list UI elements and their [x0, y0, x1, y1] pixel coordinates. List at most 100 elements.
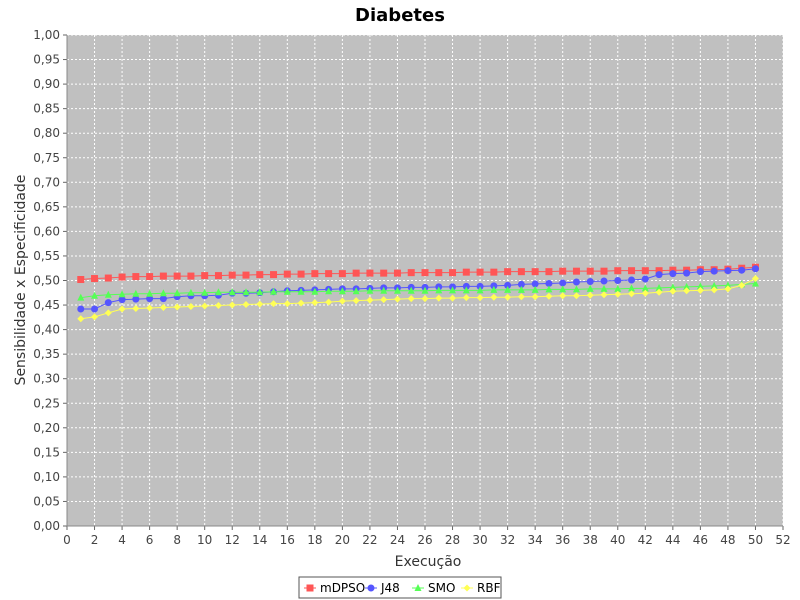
data-point [77, 276, 85, 284]
data-point [435, 294, 443, 302]
data-point [283, 287, 291, 295]
data-point [449, 294, 457, 302]
x-tick-label: 20 [335, 533, 350, 547]
data-point [724, 281, 732, 289]
data-point [270, 287, 278, 295]
y-tick-label: 0,65 [33, 200, 60, 214]
data-point [751, 279, 759, 287]
data-point [683, 282, 691, 290]
data-point [146, 295, 154, 303]
data-point [132, 304, 140, 312]
data-point [146, 289, 154, 297]
data-point [683, 269, 691, 277]
legend-swatch-marker [367, 584, 375, 592]
data-point [531, 280, 539, 288]
data-point [669, 270, 677, 278]
data-point [297, 299, 305, 307]
data-point [104, 309, 112, 317]
x-tick-label: 6 [146, 533, 154, 547]
data-point [187, 303, 195, 311]
x-tick-label: 50 [748, 533, 763, 547]
y-tick-label: 0,25 [33, 396, 60, 410]
y-tick-label: 0,15 [33, 445, 60, 459]
data-point [586, 291, 594, 299]
data-point [545, 268, 553, 276]
data-point [655, 271, 663, 279]
data-point [118, 290, 126, 298]
x-tick-label: 36 [555, 533, 570, 547]
data-point [435, 286, 443, 294]
data-point [710, 286, 718, 294]
data-point [572, 292, 580, 300]
series-layer [77, 263, 759, 323]
data-point [559, 285, 567, 293]
series-line [80, 282, 756, 299]
data-point [738, 281, 746, 289]
data-point [572, 278, 580, 286]
data-point [214, 302, 222, 310]
data-point [366, 269, 374, 277]
data-point [641, 289, 649, 297]
legend-swatch-marker [463, 584, 471, 592]
data-point [187, 272, 195, 280]
series-rbf [77, 275, 759, 323]
x-tick-label: 48 [720, 533, 735, 547]
legend-swatch-marker [306, 584, 314, 592]
data-point [683, 287, 691, 295]
legend-label: J48 [380, 581, 400, 595]
data-point [504, 285, 512, 293]
data-point [407, 269, 415, 277]
data-point [297, 270, 305, 278]
data-point [91, 291, 99, 299]
data-point [435, 269, 443, 277]
data-point [311, 299, 319, 307]
legend-item-rbf: RBF [461, 581, 501, 595]
data-point [104, 290, 112, 298]
data-point [118, 305, 126, 313]
data-point [531, 293, 539, 301]
data-point [586, 277, 594, 285]
data-point [366, 296, 374, 304]
data-point [641, 267, 649, 275]
data-point [738, 266, 746, 274]
data-point [462, 268, 470, 276]
x-tick-label: 44 [665, 533, 680, 547]
data-point [393, 295, 401, 303]
data-point [352, 297, 360, 305]
data-point [77, 293, 85, 301]
x-tick-label: 16 [280, 533, 295, 547]
x-tick-label: 46 [693, 533, 708, 547]
x-tick-label: 10 [197, 533, 212, 547]
data-point [325, 270, 333, 278]
data-point [242, 271, 250, 279]
y-tick-label: 0,95 [33, 53, 60, 67]
data-point [325, 287, 333, 295]
y-tick-label: 1,00 [33, 28, 60, 42]
data-point [187, 288, 195, 296]
data-point [421, 286, 429, 294]
y-tick-label: 0,20 [33, 421, 60, 435]
data-point [696, 286, 704, 294]
data-point [614, 267, 622, 275]
x-tick-label: 26 [417, 533, 432, 547]
legend-item-mdpso: mDPSO [304, 581, 365, 595]
data-point [311, 287, 319, 295]
data-point [517, 293, 525, 301]
data-point [173, 289, 181, 297]
data-point [297, 287, 305, 295]
data-point [600, 284, 608, 292]
data-point [146, 304, 154, 312]
data-point [214, 272, 222, 280]
y-tick-label: 0,80 [33, 126, 60, 140]
data-point [669, 287, 677, 295]
x-tick-label: 22 [362, 533, 377, 547]
y-tick-label: 0,50 [33, 274, 60, 288]
y-tick-label: 0,05 [33, 494, 60, 508]
data-point [696, 282, 704, 290]
data-point [490, 268, 498, 276]
data-point [132, 289, 140, 297]
data-point [531, 268, 539, 276]
data-point [710, 267, 718, 275]
data-point [283, 270, 291, 278]
